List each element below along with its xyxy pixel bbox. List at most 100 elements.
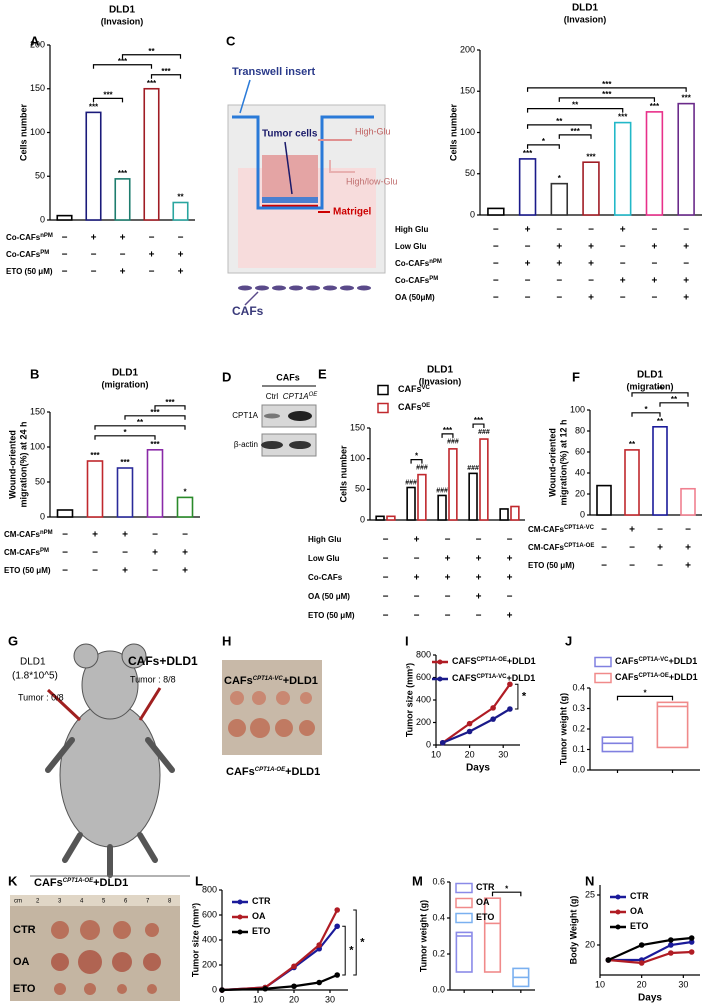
legend-swatch xyxy=(237,914,243,920)
point xyxy=(688,939,695,945)
point xyxy=(219,987,225,993)
significance-label: ** xyxy=(572,101,579,110)
significance-label: *** xyxy=(90,451,100,460)
y-tick-label: 800 xyxy=(202,884,217,894)
box xyxy=(656,701,689,749)
legend-label: CAFsCPT1A-OE+DLD1 xyxy=(615,672,698,682)
point xyxy=(507,681,513,688)
condition-sign: − xyxy=(601,561,607,572)
legend-label-text: CAFs xyxy=(398,384,422,394)
y-tick-label: 150 xyxy=(350,422,365,432)
tumor xyxy=(78,950,102,974)
significance-label: *** xyxy=(443,426,453,435)
y-tick-label: 0 xyxy=(360,514,365,524)
point xyxy=(688,949,695,955)
row-label: ETO (50 μM) xyxy=(4,566,51,575)
condition-sign: − xyxy=(525,276,531,287)
condition-sign: − xyxy=(652,259,658,270)
legend-label-suffix: +DLD1 xyxy=(507,656,536,666)
condition-sign: + xyxy=(588,259,594,270)
significance-bracket xyxy=(342,925,346,976)
bar xyxy=(510,505,520,521)
condition-sign: − xyxy=(620,242,626,253)
chart-title: DLD1 xyxy=(637,370,664,381)
diagram-label: Tumor cells xyxy=(262,129,318,140)
condition-sign: + xyxy=(507,611,513,622)
mouse-label: CAFs+DLD1 xyxy=(128,654,198,668)
condition-sign: − xyxy=(493,293,499,304)
condition-sign: − xyxy=(476,611,482,622)
bar xyxy=(85,111,102,221)
condition-sign: + xyxy=(122,566,128,577)
condition-sign: − xyxy=(91,267,97,278)
significance-bracket xyxy=(514,683,519,710)
chart-title: DLD1 xyxy=(572,3,599,14)
series-line xyxy=(608,940,692,962)
bar xyxy=(417,473,427,521)
row-label: OA xyxy=(13,956,30,968)
row-label-text: ETO (50 μM) xyxy=(308,611,355,620)
condition-sign: + xyxy=(178,267,184,278)
significance-bracket xyxy=(94,425,186,430)
chart-title: DLD1 xyxy=(112,368,139,379)
tumor xyxy=(117,984,127,994)
point xyxy=(605,957,612,963)
y-axis-label: Tumor size (mm³) xyxy=(404,663,414,737)
y-tick-label: 50 xyxy=(35,171,45,181)
tumor xyxy=(299,720,315,736)
condition-sign: − xyxy=(383,554,389,565)
y-axis-label: Body Weight (g) xyxy=(568,896,578,965)
y-tick-label: 100 xyxy=(30,127,45,137)
point xyxy=(334,907,341,913)
significance-bracket xyxy=(472,423,485,429)
condition-sign: − xyxy=(657,525,663,536)
significance-label: ### xyxy=(467,465,479,472)
point xyxy=(291,983,297,990)
bar xyxy=(645,111,664,216)
significance-label: *** xyxy=(147,79,157,88)
significance-label: * xyxy=(643,688,647,697)
y-tick-label: 60 xyxy=(575,446,585,456)
legend-label-text: CAFs xyxy=(615,672,639,682)
condition-sign: − xyxy=(620,259,626,270)
point xyxy=(316,979,323,986)
y-axis-label: Cells number xyxy=(448,103,458,161)
condition-sign: + xyxy=(657,543,663,554)
condition-sign: − xyxy=(657,561,663,572)
condition-sign: + xyxy=(445,573,451,584)
series-line xyxy=(442,683,511,744)
point xyxy=(466,728,473,735)
condition-sign: − xyxy=(493,225,499,236)
condition-sign: − xyxy=(493,259,499,270)
row-label-text: ETO (50 μM) xyxy=(6,267,53,276)
condition-sign: − xyxy=(62,250,68,261)
condition-sign: − xyxy=(507,535,513,546)
significance-label: *** xyxy=(681,94,691,103)
bar xyxy=(56,214,73,221)
condition-sign: − xyxy=(149,233,155,244)
significance-bracket xyxy=(92,97,124,103)
condition-sign: − xyxy=(629,561,635,572)
bar xyxy=(468,472,478,521)
row-label-sup: PM xyxy=(40,548,49,554)
band xyxy=(288,411,312,421)
row-label: Co-CAFs xyxy=(308,573,343,582)
significance-label: ### xyxy=(478,429,490,436)
ruler xyxy=(10,895,180,906)
condition-sign: − xyxy=(652,293,658,304)
legend-label-suffix: +DLD1 xyxy=(669,656,698,666)
y-tick-label: 200 xyxy=(202,959,217,969)
y-tick-label: 150 xyxy=(30,83,45,93)
ruler-label: 5 xyxy=(102,899,106,905)
band-label: CPT1A xyxy=(232,411,258,420)
mouse-head xyxy=(81,650,139,720)
row-label-text: Co-CAFs xyxy=(395,259,430,268)
condition-sign: − xyxy=(601,543,607,554)
significance-label: *** xyxy=(150,440,160,449)
significance-bracket xyxy=(631,412,661,417)
significance-label: * xyxy=(123,428,127,437)
row-label-text: CM-CAFs xyxy=(528,525,565,534)
legend-label-text: CTR xyxy=(476,882,495,892)
row-label: ETO xyxy=(13,983,36,995)
row-label: CM-CAFsCPT1A-VC xyxy=(528,525,595,535)
